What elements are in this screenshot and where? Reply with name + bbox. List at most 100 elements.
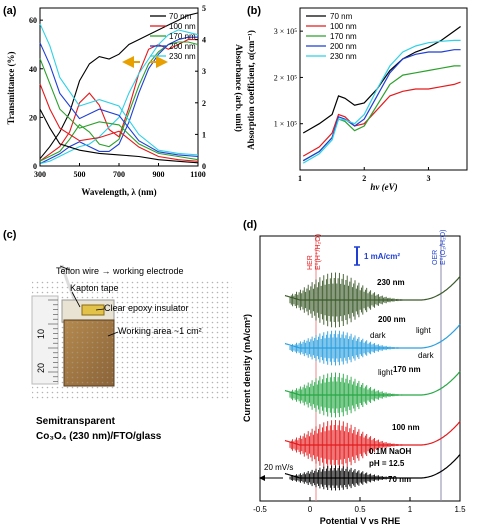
panel-b-xtick: 1 [298, 174, 302, 183]
panel-c-letter: (c) [3, 229, 17, 241]
panel-a-xtick: 700 [113, 170, 125, 179]
panel-d-trace-170-nm [284, 371, 461, 396]
panel-a-legend-label: 230 nm [169, 52, 196, 61]
teflon-wire [60, 264, 77, 301]
panel-b-xtick: 3 [426, 174, 430, 183]
panel-d-xtick: 0 [308, 505, 313, 514]
panel-a-xlabel: Wavelength, λ (nm) [81, 187, 156, 197]
panel-d-frame [259, 235, 461, 502]
panel-d-ylabel: Current density (mA/cm²) [242, 314, 252, 422]
panel-a-legend-label: 170 nm [169, 32, 196, 41]
panel-b-chart: 1 2 3 1 × 10⁵ 2 × 10⁵ 3 × 10⁵ hν (eV) Absorp… [246, 7, 468, 192]
panel-d-spikes-100-nm [289, 420, 422, 470]
panel-a-series-100-nm-transmittance [39, 39, 198, 162]
panel-d-letter: (d) [243, 219, 257, 231]
panel-b-ytick: 1 × 10⁵ [274, 120, 298, 129]
panel-b-series-100-nm [302, 81, 461, 157]
panel-b-ytick: 3 × 10⁵ [274, 27, 298, 36]
panel-d-spikes-70-nm [289, 465, 414, 491]
photo-caption-line2: Co₃O₄ (230 nm)/FTO/glass [36, 431, 162, 442]
panel-a-series-100-nm-absorbance [39, 83, 199, 162]
panel-a-ytick-right: 5 [202, 4, 206, 13]
panel-d-spikes-230-nm [289, 272, 422, 328]
panel-a-legend-label: 200 nm [169, 42, 196, 51]
kapton-tape [81, 304, 105, 316]
label-epoxy: Clear epoxy insulator [104, 303, 189, 313]
panel-b-letter: (b) [247, 5, 261, 17]
panel-b-xlabel: hν (eV) [370, 182, 397, 192]
panel-b-legend-label: 230 nm [330, 52, 357, 61]
photo-caption-line1: Semitransparent [36, 416, 116, 427]
panel-a-series-200-nm-absorbance [39, 42, 199, 158]
panel-a-ytick-left: 40 [29, 65, 37, 74]
her-sublabel: E⁰(H⁺/H₂O) [314, 234, 322, 270]
panel-a-series-70-nm-transmittance [39, 12, 199, 160]
panel-d-trace-label: 70 nm [388, 475, 411, 484]
label-light-1: light [378, 368, 393, 377]
label-kapton-tape: Kapton tape [70, 283, 119, 293]
panel-b-series-200-nm [302, 49, 461, 162]
oer-sublabel: E⁰(O₂/H₂O) [439, 230, 447, 265]
scale-bar-label: 1 mA/cm² [364, 252, 400, 261]
panel-a-ytick-left: 0 [33, 162, 37, 171]
panel-a-ytick-right: 4 [202, 36, 206, 45]
oer-label: OER [432, 250, 439, 265]
panel-a-letter: (a) [3, 5, 17, 17]
panel-b-xtick: 2 [362, 174, 366, 183]
panel-d-xtick: 1.5 [454, 505, 466, 514]
panel-d-trace-100-nm [284, 421, 461, 446]
panel-d-chart: -0.5 0 0.5 1 1.5 Potential V vs RHE Current … [242, 230, 466, 526]
panel-a-series-230-nm-transmittance [39, 29, 199, 165]
ruler-label-20: 20 [36, 363, 46, 373]
ruler [31, 295, 59, 385]
panel-d-trace-label: 200 nm [378, 315, 406, 324]
label-working-area: Working area ~1 cm² [118, 326, 202, 336]
panel-d-xtick: 0.5 [354, 505, 366, 514]
panel-a-ytick-right: 2 [202, 99, 206, 108]
panel-d-trace-label: 100 nm [392, 423, 420, 432]
panel-d-trace-230-nm [284, 276, 461, 301]
panel-d-xtick: -0.5 [253, 505, 267, 514]
label-teflon-wire: Teflon wire → working electrode [56, 266, 184, 276]
panel-b-legend-label: 70 nm [330, 12, 353, 21]
electrolyte-label: 0.1M NaOH [369, 447, 411, 456]
panel-a-xtick: 300 [34, 170, 46, 179]
panel-b-ylabel: Absorption coefficient, α(cm⁻¹) [246, 30, 256, 150]
panel-a-xtick: 1100 [190, 170, 206, 179]
panel-d-xlabel: Potential V vs RHE [320, 516, 401, 526]
panel-b-series-230-nm [302, 39, 461, 164]
panel-a-legend-label: 70 nm [169, 12, 192, 21]
ruler-label-10: 10 [36, 329, 46, 339]
panel-c-photo: 10 20 Teflon wire → working electrode Ka… [31, 264, 232, 442]
her-label: HER [307, 255, 314, 270]
panel-d-trace-label: 230 nm [377, 278, 405, 287]
panel-a-ylabel-right: Absorbance (arb. unit) [234, 44, 244, 132]
panel-a-series-170-nm-absorbance [39, 58, 199, 161]
label-dark-2: dark [418, 351, 435, 360]
panel-d-trace-label: 170 nm [393, 365, 421, 374]
label-light-2: light [416, 326, 431, 335]
photo-dotted-background [32, 280, 232, 400]
panel-d-trace-200-nm [284, 324, 461, 349]
panel-a-legend-label: 100 nm [169, 22, 196, 31]
panel-d-xtick: 1 [408, 505, 413, 514]
panel-d-spikes-170-nm [289, 372, 422, 418]
panel-b-ytick: 2 × 10⁵ [274, 73, 298, 82]
panel-d-spikes-200-nm [289, 330, 418, 366]
panel-a-ytick-right: 0 [202, 162, 206, 171]
panel-d-trace-70-nm [284, 454, 461, 479]
panel-a-series-230-nm-absorbance [39, 23, 199, 156]
panel-b-legend-label: 100 nm [330, 22, 357, 31]
panel-b-legend-label: 170 nm [330, 32, 357, 41]
panel-a-ylabel-left: Transmittance (%) [6, 51, 16, 124]
panel-a-xtick: 900 [153, 170, 165, 179]
panel-b-legend-label: 200 nm [330, 42, 357, 51]
panel-a-series-200-nm-transmittance [39, 36, 198, 165]
panel-a-ytick-left: 60 [29, 16, 37, 25]
label-dark-1: dark [370, 331, 387, 340]
panel-a-ytick-right: 3 [202, 67, 206, 76]
panel-a-ytick-left: 20 [29, 113, 37, 122]
